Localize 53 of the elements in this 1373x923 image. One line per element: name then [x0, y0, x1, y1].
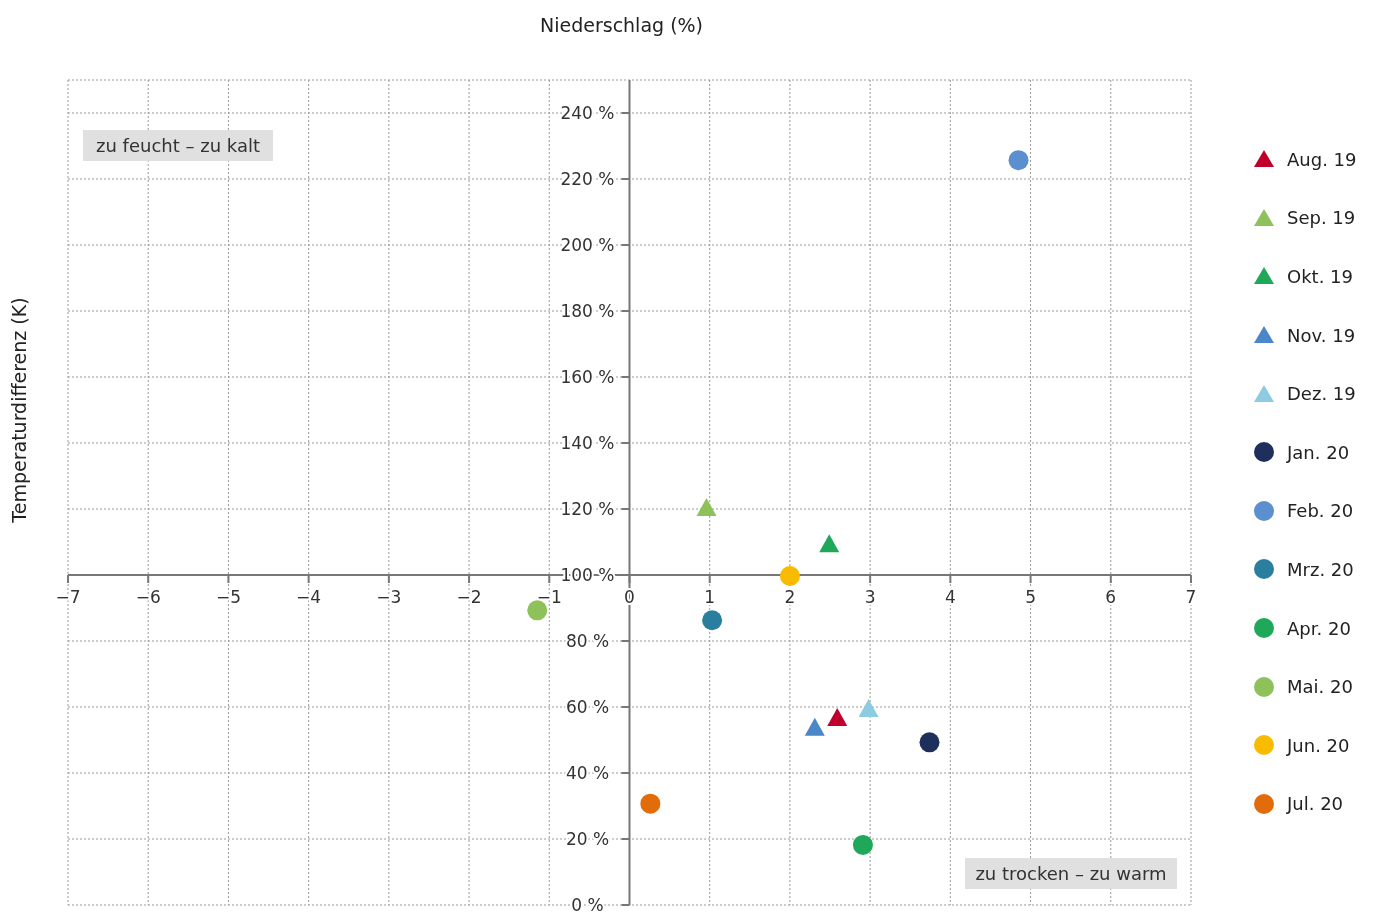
x-tick-label: −6 [135, 587, 161, 607]
y-tick-label: 60 % [565, 697, 610, 717]
y-tick-label: 240 % [560, 103, 615, 123]
y-tick-label: 120 % [560, 499, 615, 519]
legend-label: Apr. 20 [1287, 617, 1351, 639]
y-tick-label: 20 % [565, 829, 610, 849]
point [804, 717, 825, 736]
legend-label: Sep. 19 [1287, 207, 1356, 229]
x-tick-label: 1 [704, 587, 716, 607]
y-tick-label: 0 % [571, 895, 604, 915]
point [696, 498, 717, 517]
legend-label: Jun. 20 [1287, 734, 1350, 756]
legend-label: Mai. 20 [1287, 676, 1353, 698]
y-tick-label: 160 % [560, 367, 615, 387]
annotation: zu feucht – zu kalt [96, 135, 260, 156]
x-tick-label: −2 [456, 587, 482, 607]
x-tick-label: −4 [296, 587, 322, 607]
point [852, 834, 873, 855]
point [827, 707, 848, 726]
legend-label: Mrz. 20 [1287, 558, 1354, 580]
y-tick-label: 80 % [565, 631, 610, 651]
y-tick-label: 40 % [565, 763, 610, 783]
point [919, 732, 940, 753]
x-tick-label: −7 [55, 587, 81, 607]
point [819, 534, 840, 553]
y-tick-label: 200 % [560, 235, 615, 255]
legend-label: Okt. 19 [1287, 265, 1353, 287]
legend-label: Aug. 19 [1287, 148, 1357, 170]
point [779, 565, 800, 586]
x-tick-label: 5 [1025, 587, 1036, 607]
point [640, 793, 661, 814]
point [702, 610, 723, 631]
x-tick-label: 3 [864, 587, 876, 607]
x-tick-label: 4 [944, 587, 956, 607]
x-tick-label: 6 [1105, 587, 1117, 607]
y-axis-title: Temperaturdifferenz (K) [8, 297, 30, 524]
y-tick-label: 220 % [560, 169, 615, 189]
legend-label: Jul. 20 [1287, 793, 1344, 815]
x-tick-label: −3 [376, 587, 402, 607]
x-tick-label: −1 [536, 587, 562, 607]
point [1008, 150, 1029, 171]
legend-label: Jan. 20 [1287, 441, 1350, 463]
legend-label: Feb. 20 [1287, 500, 1354, 522]
x-tick-label: 7 [1185, 587, 1197, 607]
x-axis-title: Niederschlag (%) [539, 14, 704, 36]
x-tick-label: 2 [784, 587, 796, 607]
legend-label: Nov. 19 [1287, 324, 1356, 346]
x-tick-label: −5 [215, 587, 241, 607]
annotation: zu trocken – zu warm [975, 863, 1167, 884]
legend-label: Dez. 19 [1287, 383, 1356, 405]
y-tick-label: 180 % [560, 301, 615, 321]
y-tick-label: 140 % [560, 433, 615, 453]
point [858, 698, 879, 717]
